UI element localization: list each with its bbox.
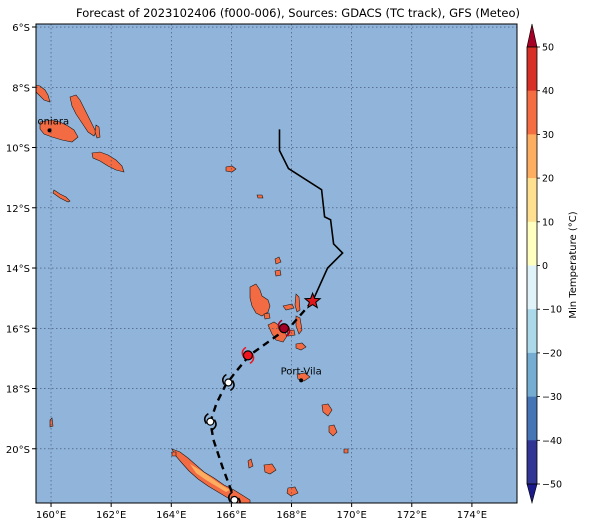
land-tanna	[328, 424, 338, 437]
colorbar-segment	[527, 47, 537, 91]
colorbar-segment	[527, 440, 537, 485]
colorbar-segment	[527, 352, 537, 397]
land-maewo	[294, 293, 301, 313]
land-lifou	[263, 463, 277, 475]
colorbar-tick-label: −50	[542, 480, 562, 491]
lon-tick-label: 170°E	[336, 510, 366, 521]
tropical-storm-symbol-icon	[277, 319, 291, 337]
cities: Honiara Port-Vila	[30, 116, 322, 383]
tropical-storm-symbol-icon	[241, 346, 255, 365]
figure-title: Forecast of 2023102406 (f000-006), Sourc…	[76, 6, 520, 20]
land-guadalcanal	[39, 119, 79, 143]
land-aneityum	[343, 448, 349, 454]
colorbar-segment	[527, 134, 537, 179]
lat-tick-label: 12°S	[6, 204, 30, 215]
colorbar-tick-label: −20	[542, 348, 562, 359]
colorbar-tick-label: 20	[542, 174, 554, 185]
lat-tick-label: 18°S	[6, 385, 30, 396]
forecast-track-line	[209, 300, 314, 501]
lat-tick-label: 6°S	[12, 23, 30, 34]
land-pentecost	[295, 315, 303, 335]
colorbar-segment	[527, 396, 537, 441]
gridlines	[36, 24, 517, 503]
lon-tick-label: 162°E	[96, 510, 126, 521]
colorbar: 50 40 30 20 10 0 −10 −20 −30 −40 −50 Min Temperatu…	[526, 23, 579, 505]
current-position-star-icon	[303, 291, 322, 309]
lon-tick-label: 160°E	[36, 510, 66, 521]
colorbar-segment	[527, 265, 537, 310]
colorbar-segment	[527, 178, 537, 223]
city-marker-icon	[47, 128, 52, 133]
colorbar-tick-label: −40	[542, 436, 562, 447]
lat-tick-label: 20°S	[6, 445, 30, 456]
city-label: Honiara	[30, 116, 69, 127]
colorbar-tick-label: −10	[542, 305, 562, 316]
land-ouvea	[247, 458, 254, 469]
colorbar-segment	[527, 309, 537, 354]
land-torres-2	[274, 269, 282, 277]
forecast-symbols	[203, 319, 291, 503]
colorbar-tick-label: 10	[542, 217, 554, 228]
colorbar-tick-label: −30	[542, 392, 562, 403]
colorbar-tick-label: 50	[542, 43, 554, 54]
city-marker-icon	[299, 378, 304, 383]
land-choiseul-fragment	[36, 84, 51, 103]
lat-tick-label: 8°S	[12, 83, 30, 94]
depression-symbol-icon	[228, 491, 241, 503]
land-malo-islet	[263, 312, 271, 320]
map-frame	[35, 23, 518, 504]
colorbar-tick-label: 40	[542, 86, 554, 97]
depression-symbol-icon	[222, 373, 235, 392]
lat-tick-label: 14°S	[6, 264, 30, 275]
colorbar-top-extension	[526, 23, 538, 48]
lon-tick-label: 166°E	[216, 510, 246, 521]
land-torres-1	[274, 256, 282, 265]
land-small-islet-1	[52, 189, 71, 203]
land-espiritu-santo	[249, 283, 271, 317]
latitude-ticks: 6°S 8°S 10°S 12°S 14°S 16°S 18°S 20°S	[6, 23, 36, 456]
lat-tick-label: 16°S	[6, 324, 30, 335]
lon-tick-label: 174°E	[457, 510, 487, 521]
land-malaita-north	[94, 124, 101, 139]
colorbar-segment	[527, 221, 537, 266]
colorbar-label: Min Temperature (°C)	[568, 211, 579, 318]
land-small-islet-2	[225, 165, 237, 173]
colorbar-tick-label: 0	[542, 261, 548, 272]
lon-tick-label: 168°E	[276, 510, 306, 521]
map-panel: Honiara Port-Vila 160°E 162°E 164°E 166°E 168…	[6, 23, 518, 521]
lat-tick-label: 10°S	[6, 144, 30, 155]
land-belep	[171, 451, 177, 457]
land-mare	[286, 486, 299, 497]
colorbar-segment	[527, 90, 537, 135]
land-small-islet-3	[256, 194, 264, 199]
lon-tick-label: 172°E	[397, 510, 427, 521]
land-erromango	[321, 403, 333, 417]
longitude-ticks: 160°E 162°E 164°E 166°E 168°E 170°E 172°E 174°E	[36, 503, 487, 521]
land-makira	[91, 151, 125, 173]
lon-tick-label: 164°E	[156, 510, 186, 521]
land-santa-isabel	[69, 94, 97, 137]
land-epi	[295, 342, 307, 351]
past-track-line	[278, 129, 344, 302]
colorbar-tick-label: 30	[542, 130, 554, 141]
depression-symbol-icon	[203, 412, 217, 431]
city-label: Port-Vila	[281, 366, 322, 377]
land-new-caledonia-inner	[190, 464, 230, 492]
colorbar-bottom-extension	[526, 483, 538, 505]
